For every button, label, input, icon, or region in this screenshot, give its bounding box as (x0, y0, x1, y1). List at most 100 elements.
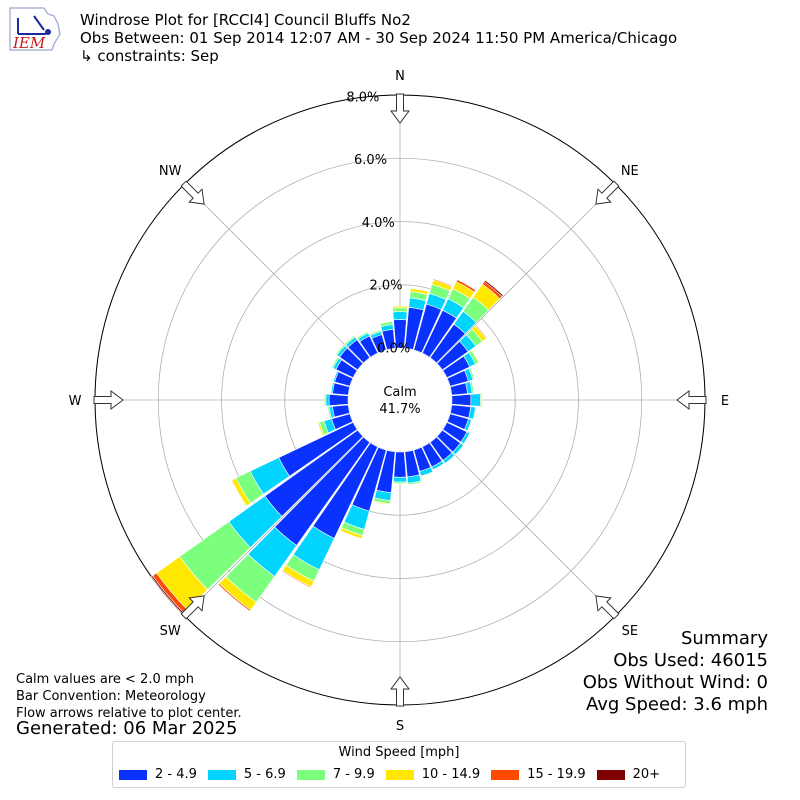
bar-180-bin-1 (393, 476, 407, 483)
bar-210-bin-4 (281, 569, 312, 589)
radial-tick-label: 6.0% (354, 153, 387, 168)
bar-80-bin-2 (469, 380, 475, 394)
flow-arrow-45 (595, 180, 620, 205)
compass-label-N: N (395, 69, 405, 84)
bar-180-bin-0 (393, 451, 407, 478)
bar-160-bin-2 (420, 471, 434, 478)
flow-arrow-315 (180, 180, 205, 205)
flow-arrows (93, 93, 707, 707)
chart-title: Windrose Plot for [RCCI4] Council Bluffs… (80, 11, 411, 29)
bar-310-bin-2 (335, 344, 346, 356)
bar-0-bin-1 (392, 311, 408, 321)
bar-50-bin-4 (474, 324, 488, 340)
bar-260-bin-2 (327, 406, 332, 419)
calm-percent: 41.7% (379, 402, 420, 417)
legend-title: Wind Speed [mph] (338, 745, 460, 760)
bar-150-bin-2 (432, 463, 445, 471)
bar-90-bin-0 (451, 393, 472, 407)
legend-items: 2 - 4.9 5 - 6.9 7 - 9.9 10 - 14.9 15 - 19.9 2… (119, 767, 660, 782)
compass-label-SE: SE (622, 624, 638, 639)
bar-convention-note: Bar Convention: Meteorology (16, 689, 206, 704)
obs-used: Obs Used: 46015 (613, 650, 768, 671)
bar-320-bin-2 (344, 335, 356, 346)
radial-tick-label: 8.0% (346, 90, 379, 105)
bar-340-bin-2 (369, 329, 382, 336)
compass-label-W: W (69, 394, 82, 409)
bar-190-bin-3 (373, 500, 391, 505)
generated-date: Generated: 06 Mar 2025 (16, 718, 238, 739)
polar-labels: N NE E SE S SW W NW 0.0% 2.0% 4.0% 6.0% 8.0% Calm 41.7… (69, 69, 730, 734)
bar-90-bin-2 (479, 393, 483, 407)
grid-spoke (436, 184, 616, 364)
legend-label: 5 - 6.9 (243, 767, 286, 782)
flow-arrow-0 (390, 93, 410, 124)
bar-330-bin-2 (356, 331, 369, 340)
flow-arrows-note: Flow arrows relative to plot center. (16, 706, 242, 721)
constraints: ↳ constraints: Sep (80, 47, 219, 65)
legend-label: 7 - 9.9 (332, 767, 375, 782)
flow-arrow-225 (180, 595, 205, 620)
flow-arrow-90 (676, 390, 707, 410)
bar-270-bin-1 (325, 393, 330, 407)
summary-box: Summary Obs Used: 46015 Obs Without Wind… (583, 628, 768, 716)
bar-240-bin-4 (230, 479, 247, 507)
bar-180-bin-2 (392, 481, 408, 484)
bar-70-bin-2 (468, 367, 475, 381)
legend-item-5: 20+ (596, 767, 660, 782)
bar-0-bin-3 (392, 305, 408, 309)
radial-tick-label: 0.0% (377, 341, 410, 356)
bar-40-bin-5 (483, 279, 504, 297)
compass-label-NW: NW (159, 164, 182, 179)
bar-230-bin-5 (150, 575, 185, 615)
flow-arrow-135 (595, 595, 620, 620)
bar-270-bin-0 (328, 393, 349, 407)
bar-130-bin-2 (455, 444, 465, 456)
legend-item-4: 15 - 19.9 (491, 767, 586, 782)
radial-tick-label: 4.0% (362, 216, 395, 231)
summary-title: Summary (681, 628, 768, 649)
iem-logo: IEM (9, 7, 61, 52)
legend-label: 2 - 4.9 (155, 767, 197, 782)
obs-between: Obs Between: 01 Sep 2014 12:07 AM - 30 S… (80, 29, 678, 47)
bar-20-bin-4 (432, 278, 453, 287)
grid-spoke (184, 184, 364, 364)
legend-swatch (207, 769, 236, 780)
legend-swatch (119, 769, 147, 780)
bar-270-bin-2 (323, 393, 327, 407)
calm-note: Calm values are < 2.0 mph (16, 672, 195, 687)
bar-220-bin-5 (217, 584, 251, 613)
bar-120-bin-2 (463, 432, 471, 445)
bar-0-bin-2 (392, 307, 408, 313)
flow-arrow-180 (390, 676, 410, 707)
bar-250-bin-3 (317, 421, 325, 436)
legend-item-3: 10 - 14.9 (385, 767, 481, 782)
compass-label-E: E (721, 394, 729, 409)
legend-label: 10 - 14.9 (421, 767, 481, 782)
bar-350-bin-3 (379, 320, 393, 325)
notes: Calm values are < 2.0 mph Bar Convention… (16, 671, 242, 722)
radial-tick-label: 2.0% (369, 279, 402, 294)
legend-swatch (385, 769, 414, 780)
avg-speed: Avg Speed: 3.6 mph (586, 694, 768, 715)
bar-140-bin-2 (444, 455, 456, 465)
bar-280-bin-2 (329, 381, 334, 394)
legend-item-0: 2 - 4.9 (119, 767, 197, 782)
legend-item-2: 7 - 9.9 (296, 767, 375, 782)
legend-item-1: 5 - 6.9 (207, 767, 286, 782)
bar-30-bin-4 (455, 279, 477, 293)
compass-label-S: S (396, 719, 404, 734)
compass-label-NE: NE (621, 164, 639, 179)
obs-without-wind: Obs Without Wind: 0 (582, 672, 768, 693)
grid-spoke (436, 436, 616, 616)
legend: Wind Speed [mph] 2 - 4.9 5 - 6.9 7 - 9.9 10… (112, 741, 686, 788)
compass-label-SW: SW (160, 624, 181, 639)
windrose-bars (150, 278, 504, 615)
bar-60-bin-3 (471, 349, 480, 364)
grid-ring (347, 347, 453, 453)
chart-header: Windrose Plot for [RCCI4] Council Bluffs… (80, 11, 677, 65)
legend-swatch (296, 769, 325, 780)
legend-label: 15 - 19.9 (527, 767, 586, 782)
legend-swatch (491, 769, 520, 780)
bar-300-bin-2 (331, 356, 340, 369)
